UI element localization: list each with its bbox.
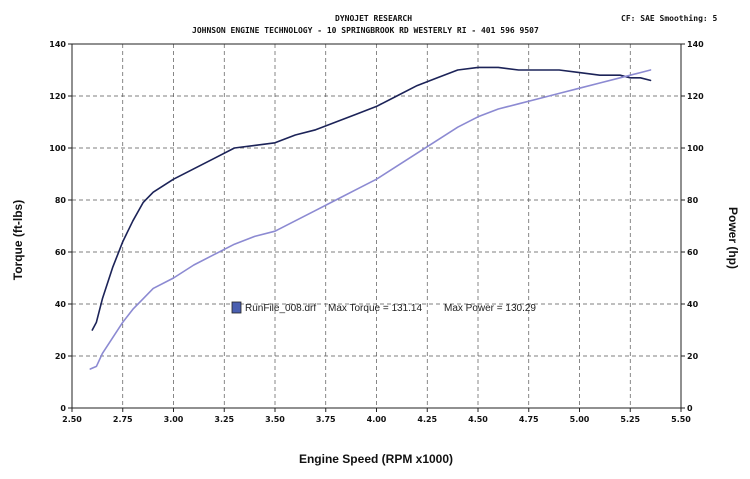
y2-axis-ticks: 0 20 40 60 80 100 120 140 bbox=[681, 40, 704, 413]
y2-tick-label: 140 bbox=[687, 40, 704, 49]
x-tick-label: 3.50 bbox=[265, 415, 285, 424]
x-tick-label: 4.25 bbox=[417, 415, 437, 424]
legend-max-torque: Max Torque = 131.14 bbox=[328, 303, 422, 314]
x-tick-label: 5.25 bbox=[620, 415, 640, 424]
x-axis-title: Engine Speed (RPM x1000) bbox=[299, 452, 453, 466]
x-tick-label: 3.25 bbox=[214, 415, 234, 424]
y2-tick-label: 80 bbox=[687, 196, 699, 205]
x-tick-label: 2.75 bbox=[113, 415, 133, 424]
x-tick-label: 4.75 bbox=[519, 415, 539, 424]
y-axis-title: Torque (ft-lbs) bbox=[11, 200, 25, 280]
y-tick-label: 0 bbox=[60, 404, 66, 413]
y2-tick-label: 120 bbox=[687, 92, 704, 101]
chart-title: DYNOJET RESEARCH bbox=[335, 14, 413, 23]
x-tick-label: 3.75 bbox=[316, 415, 336, 424]
y-tick-label: 100 bbox=[49, 144, 66, 153]
x-tick-label: 4.00 bbox=[367, 415, 387, 424]
y-tick-label: 140 bbox=[49, 40, 66, 49]
legend-max-power: Max Power = 130.29 bbox=[444, 303, 536, 314]
y2-tick-label: 0 bbox=[687, 404, 693, 413]
x-tick-label: 5.50 bbox=[671, 415, 691, 424]
y2-axis-title: Power (hp) bbox=[726, 207, 740, 269]
y2-tick-label: 60 bbox=[687, 248, 699, 257]
y-tick-label: 60 bbox=[55, 248, 67, 257]
x-tick-label: 5.00 bbox=[570, 415, 590, 424]
series-lines bbox=[89, 66, 652, 370]
y2-tick-label: 40 bbox=[687, 300, 699, 309]
y-tick-label: 120 bbox=[49, 92, 66, 101]
legend-swatch bbox=[231, 301, 242, 314]
y2-tick-label: 20 bbox=[687, 352, 699, 361]
y-tick-label: 20 bbox=[55, 352, 67, 361]
y-axis-ticks: 0 20 40 60 80 100 120 140 bbox=[49, 40, 72, 413]
x-tick-label: 2.50 bbox=[62, 415, 82, 424]
torque-curve bbox=[91, 66, 652, 331]
legend: RunFile_008.drf Max Torque = 131.14 Max … bbox=[231, 301, 536, 314]
y-tick-label: 80 bbox=[55, 196, 67, 205]
y-tick-label: 40 bbox=[55, 300, 67, 309]
y2-tick-label: 100 bbox=[687, 144, 704, 153]
x-tick-label: 4.50 bbox=[468, 415, 488, 424]
x-axis-ticks: 2.50 2.75 3.00 3.25 3.50 3.75 4.00 4.25 4.50 4.75… bbox=[62, 408, 691, 424]
legend-run-file: RunFile_008.drf bbox=[245, 303, 316, 314]
chart-subtitle: JOHNSON ENGINE TECHNOLOGY - 10 SPRINGBRO… bbox=[192, 26, 539, 35]
grid-lines bbox=[72, 44, 681, 408]
power-curve bbox=[89, 69, 652, 370]
settings-readout: CF: SAE Smoothing: 5 bbox=[621, 14, 718, 23]
x-tick-label: 3.00 bbox=[164, 415, 184, 424]
